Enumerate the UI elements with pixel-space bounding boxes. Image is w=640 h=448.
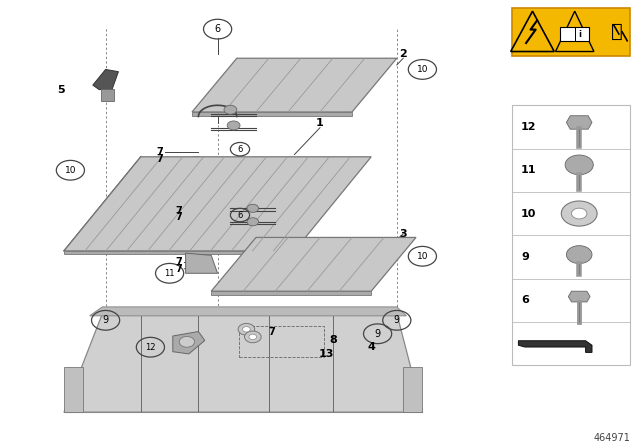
- Text: 12: 12: [145, 343, 156, 352]
- Polygon shape: [173, 332, 205, 354]
- Text: 7: 7: [175, 264, 182, 274]
- Text: 11: 11: [164, 269, 175, 278]
- Text: 6: 6: [214, 24, 221, 34]
- Text: 9: 9: [394, 315, 400, 325]
- Polygon shape: [556, 11, 594, 52]
- Circle shape: [238, 323, 255, 335]
- FancyBboxPatch shape: [560, 27, 589, 41]
- Polygon shape: [403, 367, 422, 412]
- Text: 11: 11: [521, 165, 536, 175]
- Text: i: i: [579, 30, 581, 39]
- Text: 9: 9: [102, 315, 109, 325]
- Text: 9: 9: [521, 252, 529, 262]
- Circle shape: [227, 121, 240, 130]
- Polygon shape: [511, 11, 554, 52]
- Polygon shape: [192, 112, 352, 116]
- Text: 8: 8: [329, 336, 337, 345]
- Text: 7: 7: [268, 327, 275, 336]
- Circle shape: [565, 155, 593, 175]
- FancyBboxPatch shape: [512, 105, 630, 365]
- Text: 10: 10: [65, 166, 76, 175]
- Polygon shape: [64, 314, 422, 412]
- Circle shape: [244, 331, 261, 343]
- Polygon shape: [90, 307, 406, 316]
- Polygon shape: [64, 251, 294, 254]
- Text: 10: 10: [417, 252, 428, 261]
- Text: 5: 5: [57, 85, 65, 95]
- Text: 10: 10: [417, 65, 428, 74]
- Text: 13: 13: [319, 349, 334, 359]
- Polygon shape: [518, 341, 592, 353]
- Circle shape: [247, 218, 259, 226]
- Polygon shape: [101, 89, 114, 101]
- Polygon shape: [186, 253, 218, 273]
- Text: 10: 10: [521, 209, 536, 219]
- Text: 7: 7: [156, 147, 163, 157]
- Text: 1: 1: [316, 118, 324, 128]
- Circle shape: [179, 336, 195, 347]
- Text: 7: 7: [175, 206, 182, 215]
- Text: 9: 9: [374, 329, 381, 339]
- Text: ✋: ✋: [611, 22, 623, 41]
- Text: 12: 12: [521, 122, 536, 132]
- Text: 7: 7: [175, 212, 182, 222]
- Polygon shape: [566, 116, 592, 129]
- Text: 2: 2: [399, 49, 407, 59]
- Circle shape: [572, 208, 587, 219]
- Text: 6: 6: [237, 145, 243, 154]
- Text: 6: 6: [521, 295, 529, 305]
- Polygon shape: [211, 291, 371, 295]
- Polygon shape: [64, 367, 83, 412]
- Circle shape: [247, 204, 259, 212]
- Circle shape: [566, 246, 592, 263]
- Polygon shape: [64, 157, 371, 251]
- Circle shape: [243, 327, 250, 332]
- Polygon shape: [568, 291, 590, 302]
- FancyBboxPatch shape: [512, 8, 630, 56]
- Polygon shape: [192, 58, 397, 112]
- Text: 7: 7: [156, 154, 163, 164]
- Text: 3: 3: [399, 229, 407, 239]
- Text: 4: 4: [367, 342, 375, 352]
- Circle shape: [224, 105, 237, 114]
- Text: 464971: 464971: [593, 433, 630, 443]
- Polygon shape: [93, 69, 118, 90]
- Text: 7: 7: [175, 257, 182, 267]
- Circle shape: [249, 334, 257, 340]
- Circle shape: [561, 201, 597, 226]
- Polygon shape: [211, 237, 416, 291]
- Text: 6: 6: [237, 211, 243, 220]
